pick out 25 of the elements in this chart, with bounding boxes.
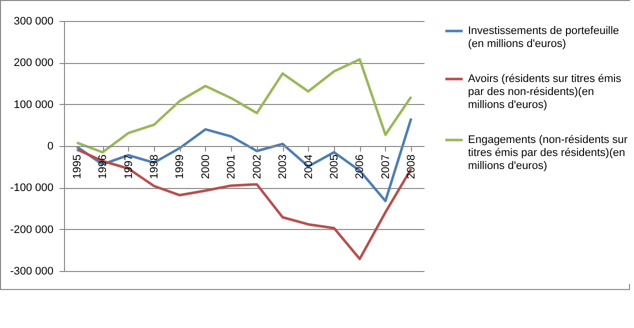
y-tick-label: 200 000 (14, 57, 54, 70)
y-tick-label: 0 (47, 140, 54, 152)
legend-label: Investissements de portefeuille (en millions d'euros) (468, 25, 620, 50)
y-tick-label: -200 000 (10, 224, 54, 236)
legend-label: Engagements (non-résidents sur titres émis par des résidents)(en millions d'euros) (468, 134, 628, 172)
legend-label: Avoirs (résidents sur titres émis par des non-résidents)(en millions d'euros) (468, 73, 622, 111)
x-tick-label: 1999 (174, 154, 186, 179)
x-tick-label: 2006 (354, 154, 366, 179)
line-series (76, 58, 412, 154)
x-tick-label: 2005 (328, 154, 340, 179)
x-tick-label: 2008 (406, 154, 418, 179)
x-tick-label: 2002 (251, 154, 264, 179)
x-tick-label: 1996 (97, 154, 110, 179)
x-tick-label: 1998 (148, 154, 160, 179)
x-tick-label: 2003 (277, 154, 290, 179)
x-tick-label: 1997 (122, 154, 135, 179)
y-tick-label: 100 000 (14, 98, 54, 111)
x-tick-label: 1995 (71, 154, 84, 179)
x-tick-label: 2007 (380, 154, 392, 179)
y-tick-label: 300 000 (14, 16, 54, 28)
y-tick-label: -300 000 (10, 266, 54, 278)
x-tick-label: 2001 (226, 154, 238, 179)
y-tick-label: -100 000 (10, 182, 54, 194)
x-tick-label: 2000 (200, 154, 212, 179)
x-tick-label: 2004 (302, 154, 315, 179)
